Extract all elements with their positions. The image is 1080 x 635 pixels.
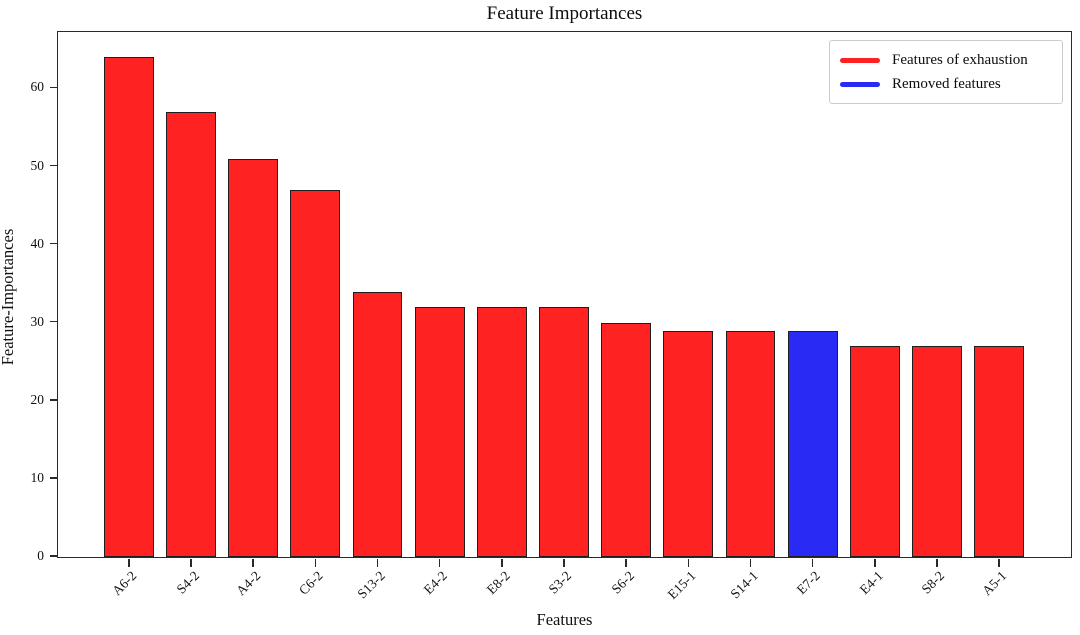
y-tick-mark — [50, 164, 58, 167]
y-tick-label: 60 — [30, 79, 45, 95]
x-tick-label: S13-2 — [354, 568, 389, 602]
x-tick-label: A5-1 — [979, 568, 1010, 599]
y-tick-mark — [50, 399, 58, 401]
y-tick-label: 10 — [30, 469, 45, 485]
x-tick-mark — [687, 559, 690, 567]
bar-S14-1 — [725, 330, 776, 557]
legend-swatch-blue — [840, 81, 880, 87]
x-tick-label: S6-2 — [608, 568, 637, 597]
y-tick-label: 20 — [30, 391, 45, 407]
y-tick-label: 40 — [30, 235, 45, 251]
y-tick-mark — [50, 242, 58, 245]
x-tick-mark — [501, 559, 503, 567]
legend-swatch-red — [840, 57, 880, 63]
x-tick-mark — [252, 559, 254, 567]
x-tick-mark — [190, 559, 192, 567]
legend-label: Features of exhaustion — [892, 51, 1028, 68]
y-tick-label: 30 — [30, 313, 45, 329]
bar-S13-2 — [352, 291, 403, 557]
x-tick-label: A6-2 — [109, 568, 140, 599]
chart-title: Feature Importances — [486, 3, 643, 24]
bar-A6-2 — [104, 57, 154, 557]
x-tick-mark — [936, 559, 938, 567]
x-tick-mark — [314, 559, 317, 567]
x-tick-label: S8-2 — [918, 568, 948, 597]
x-tick-mark — [874, 559, 876, 567]
legend: Features of exhaustion Removed features — [829, 40, 1063, 104]
x-tick-label: E8-2 — [483, 568, 513, 598]
y-axis-label: Feature-Importances — [0, 228, 17, 366]
x-tick-label: S3-2 — [545, 568, 575, 597]
bar-A4-2 — [228, 158, 279, 557]
bar-S6-2 — [601, 322, 652, 557]
x-tick-mark — [376, 559, 379, 567]
bar-E8-2 — [476, 307, 527, 557]
bar-S8-2 — [912, 346, 962, 557]
x-tick-mark — [749, 559, 752, 567]
x-tick-mark — [563, 559, 565, 567]
bar-E4-2 — [414, 307, 465, 557]
x-tick-mark — [438, 559, 441, 567]
y-tick-mark — [50, 477, 58, 479]
x-tick-label: S14-1 — [727, 568, 762, 602]
y-tick-mark — [50, 86, 58, 89]
y-tick-mark — [50, 320, 58, 323]
legend-label: Removed features — [892, 75, 1001, 92]
bar-C6-2 — [290, 189, 341, 557]
x-tick-label: E4-2 — [421, 568, 451, 598]
x-tick-label: E15-1 — [664, 568, 699, 602]
y-tick-label: 50 — [30, 157, 45, 173]
x-tick-label: A4-2 — [233, 568, 264, 599]
bar-E7-2 — [787, 330, 838, 557]
legend-entry-removed-features: Removed features — [840, 72, 1052, 96]
x-tick-label: C6-2 — [296, 568, 326, 598]
x-tick-mark — [625, 559, 627, 567]
legend-entry-features-of-exhaustion: Features of exhaustion — [840, 48, 1052, 72]
bar-E4-1 — [849, 346, 900, 557]
x-tick-mark — [128, 559, 130, 567]
x-tick-label: S4-2 — [172, 568, 202, 597]
x-tick-mark — [998, 559, 1000, 567]
x-tick-labels: A6-2 S4-2 A4-2 C6-2 S13-2 E4-2 E8-2 S3-2 S6-2 E15… — [57, 562, 1072, 612]
bar-A5-1 — [974, 346, 1024, 557]
x-tick-label: E4-1 — [856, 568, 886, 598]
y-tick-mark — [50, 555, 58, 557]
bar-S4-2 — [166, 111, 216, 557]
plot-area: 0 10 20 30 40 50 60 — [31, 31, 1072, 567]
bar-S3-2 — [539, 307, 589, 557]
x-axis-label: Features — [536, 610, 593, 629]
y-tick-label: 0 — [37, 548, 44, 563]
bar-E15-1 — [663, 330, 714, 557]
x-tick-label: E7-2 — [794, 568, 824, 598]
x-tick-mark — [811, 559, 814, 567]
